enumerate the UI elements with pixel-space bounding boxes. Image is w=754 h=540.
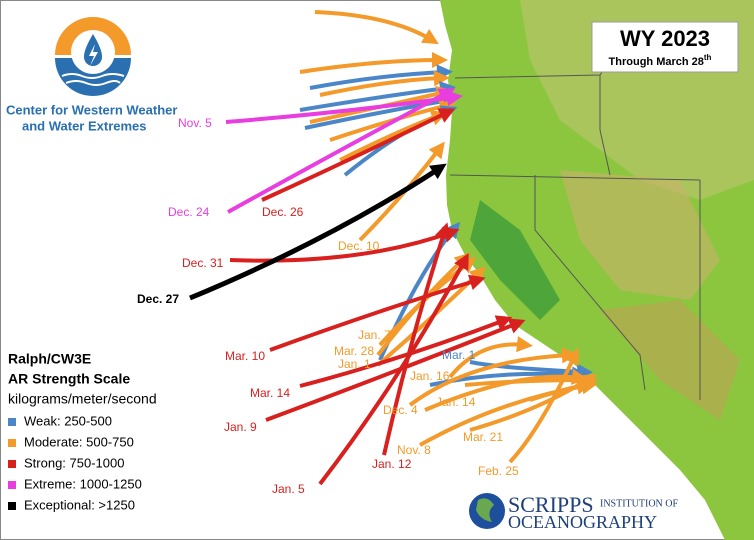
ar-arrow [318, 259, 467, 486]
ar-arrow [382, 229, 447, 456]
org-name: Center for Western Weather [6, 102, 177, 117]
event-label: Jan. 16 [410, 369, 450, 383]
event-label: Nov. 8 [397, 443, 431, 457]
terrain [470, 200, 560, 320]
ar-arrow [319, 76, 443, 97]
ar-arrow [261, 110, 449, 202]
legend-label: Moderate: 500-750 [24, 434, 134, 449]
arrow-head [468, 266, 486, 284]
ar-arrow [269, 278, 479, 352]
event-label: Jan. 9 [224, 420, 257, 434]
arrow-head [564, 347, 579, 366]
legend-units: kilograms/meter/second [8, 391, 157, 407]
legend-label: Exceptional: >1250 [24, 497, 135, 512]
badge-title: WY 2023 [620, 26, 710, 51]
ar-arrow [304, 98, 451, 130]
arrow-head [454, 252, 469, 271]
event-label: Jan. 7 [358, 328, 391, 342]
event-label: Jan. 1 [338, 357, 371, 371]
event-label: Mar. 14 [250, 386, 290, 400]
ar-arrow [309, 70, 446, 90]
legend-label: Weak: 250-500 [24, 413, 112, 428]
terrain [560, 170, 720, 300]
ar-arrow [299, 58, 441, 74]
ar-arrow [448, 342, 526, 379]
arrow-head [428, 163, 447, 180]
arrows [189, 10, 598, 486]
event-label: Mar. 10 [225, 349, 265, 363]
scripps-logo [469, 493, 505, 529]
legend-swatch [8, 502, 16, 510]
legend-title: Ralph/CW3E [8, 351, 91, 367]
event-label: Jan. 14 [436, 395, 476, 409]
footer-word: OCEANOGRAPHY [508, 512, 657, 532]
legend-swatch [8, 481, 16, 489]
ar-arrow [469, 376, 592, 432]
borders [449, 59, 701, 400]
arrow-head [468, 274, 486, 290]
arrow-head [578, 373, 597, 390]
ar-arrow [408, 353, 571, 407]
ar-arrow [265, 321, 519, 422]
ar-arrow [229, 230, 453, 263]
legend-swatch [8, 460, 16, 468]
ar-arrow [299, 318, 506, 388]
event-label: Jan. 5 [272, 482, 305, 496]
legend-title: AR Strength Scale [8, 371, 130, 387]
arrow-head [433, 70, 450, 87]
legend-swatch [8, 418, 16, 426]
arrow-head [434, 222, 451, 241]
ar-arrow [314, 10, 434, 42]
arrow-head [507, 318, 526, 334]
ar-arrow [508, 354, 577, 464]
event-label: Dec. 31 [182, 256, 224, 270]
ar-arrow [376, 256, 467, 357]
legend-label: Extreme: 1000-1250 [24, 476, 142, 491]
event-label: Mar. 28 [334, 344, 374, 358]
arrow-head [571, 369, 588, 385]
event-label: Feb. 25 [478, 464, 519, 478]
org-name: and Water Extremes [22, 118, 147, 133]
arrow-head [437, 108, 456, 123]
logo [55, 17, 131, 96]
event-label: Dec. 26 [262, 205, 304, 219]
badge [591, 21, 739, 73]
ar-arrow [299, 86, 449, 112]
badge-subtitle: Through March 28th [609, 53, 712, 68]
subtitle-text: Through March 28 [609, 56, 704, 68]
footer-word: INSTITUTION OF [600, 498, 678, 509]
ar-arrow [358, 146, 442, 242]
arrow-head [437, 88, 456, 103]
ar-arrow [189, 165, 442, 301]
terrain [600, 300, 740, 420]
event-label: Mar. 1 [442, 348, 476, 362]
event-label: Dec. 27 [137, 292, 179, 306]
event-label: Dec. 24 [168, 205, 210, 219]
arrow-head [432, 52, 448, 68]
footer-word: SCRIPPS [508, 492, 594, 517]
arrow-head [516, 336, 533, 353]
arrow-head [421, 29, 439, 45]
legend-label: Strong: 750-1000 [24, 455, 124, 470]
event-label: Dec. 10 [338, 239, 380, 253]
subtitle-sup: th [704, 53, 712, 62]
event-label: Jan. 12 [372, 457, 412, 471]
event-label: Nov. 5 [178, 116, 212, 130]
ar-arrow [329, 103, 449, 142]
arrow-head [428, 141, 445, 160]
legend-swatch [8, 439, 16, 447]
ar-arrow [227, 90, 449, 214]
event-label: Mar. 21 [463, 430, 503, 444]
event-label: Dec. 4 [383, 403, 418, 417]
